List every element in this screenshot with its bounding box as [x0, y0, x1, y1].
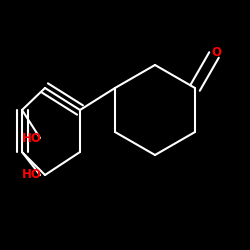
Text: O: O	[211, 46, 221, 60]
Text: HO: HO	[22, 168, 42, 181]
Text: HO: HO	[22, 132, 42, 144]
